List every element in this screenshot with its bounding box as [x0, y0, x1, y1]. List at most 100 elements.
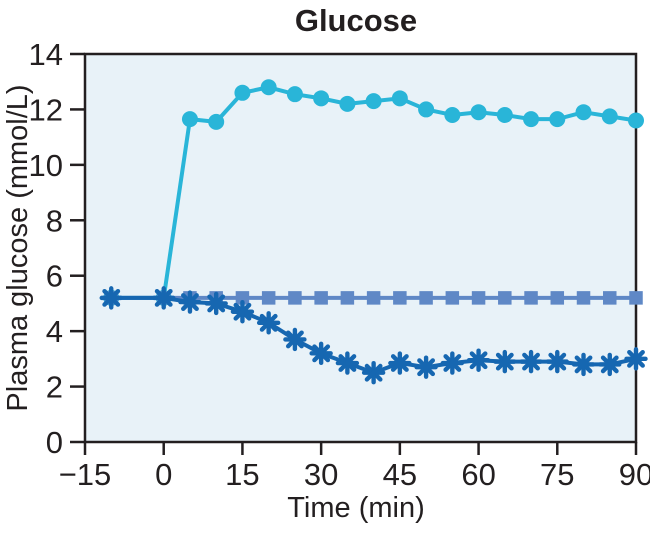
x-tick-label: 45 — [383, 457, 417, 492]
square-marker — [629, 291, 643, 305]
asterisk-arm — [259, 313, 278, 332]
circle-marker — [391, 90, 408, 107]
plot-frame — [83, 52, 638, 444]
asterisk-marker — [361, 361, 386, 385]
asterisk-arm — [181, 293, 199, 311]
x-tick-label: 30 — [304, 457, 338, 492]
circle-marker — [628, 112, 644, 129]
square-marker — [393, 291, 407, 305]
square-marker — [498, 291, 512, 305]
asterisk-arm — [627, 349, 645, 368]
asterisk-arm — [600, 355, 619, 374]
asterisk-marker — [178, 290, 202, 314]
square-marker — [314, 291, 328, 305]
circle-marker — [549, 111, 566, 128]
circle-marker — [208, 113, 225, 130]
y-tick-label: 2 — [46, 370, 63, 405]
square-marker — [261, 291, 276, 305]
x-tick-label: 90 — [619, 457, 650, 492]
circle-marker — [260, 79, 277, 96]
circle-marker — [523, 111, 540, 128]
circle-marker — [365, 93, 382, 110]
asterisk-arm — [443, 354, 462, 372]
circle-marker — [181, 111, 198, 128]
circles-series — [103, 79, 644, 306]
circle-marker — [286, 86, 303, 103]
circle-marker — [470, 104, 487, 121]
asterisk-arm — [548, 352, 567, 371]
asterisk-marker — [440, 351, 465, 375]
x-axis-label: Time (min) — [287, 492, 424, 524]
asterisk-marker — [414, 355, 438, 379]
asterisk-marker — [230, 300, 255, 324]
asterisk-marker — [388, 351, 412, 375]
asterisk-arm — [522, 352, 540, 371]
asterisk-arm — [417, 358, 436, 377]
x-tick-label: 0 — [155, 457, 172, 492]
circle-marker — [313, 90, 330, 107]
chart-title: Glucose — [295, 3, 417, 38]
y-tick-label: 10 — [29, 148, 63, 183]
asterisk-arm — [154, 288, 173, 307]
data-series — [99, 79, 648, 385]
y-tick-label: 8 — [46, 203, 63, 238]
x-tick-label: 15 — [225, 457, 259, 492]
asterisk-marker — [309, 341, 333, 366]
asterisk-marker — [466, 348, 491, 372]
circle-marker — [496, 106, 513, 123]
circle-marker — [601, 108, 618, 125]
circle-marker — [418, 101, 435, 118]
circle-marker — [339, 95, 356, 112]
y-tick-label: 6 — [46, 259, 63, 294]
plot-border — [83, 52, 638, 444]
x-tick-label: 75 — [540, 457, 574, 492]
asterisk-marker — [571, 352, 596, 377]
asterisk-arm — [285, 330, 304, 349]
asterisk-arm — [364, 363, 383, 382]
asterisk-marker — [624, 347, 648, 371]
asterisk-arm — [495, 352, 514, 371]
square-marker — [366, 291, 381, 305]
square-marker — [576, 291, 591, 305]
asterisk-arm — [312, 344, 331, 363]
asterisk-marker — [493, 349, 517, 374]
circle-marker — [575, 104, 592, 121]
asterisk-marker — [545, 349, 569, 374]
y-tick-label: 12 — [29, 92, 63, 127]
asterisk-marker — [204, 291, 228, 316]
asterisk-arm — [233, 302, 252, 321]
asterisk-marker — [335, 351, 360, 375]
asterisk-arm — [102, 288, 121, 307]
x-tick-label: 60 — [461, 457, 495, 492]
y-tick-label: 14 — [29, 37, 63, 72]
asterisk-arm — [574, 355, 593, 374]
asterisk-marker — [99, 286, 123, 310]
x-tick-label: −15 — [59, 457, 112, 492]
asterisk-marker — [598, 352, 622, 377]
circle-marker — [444, 106, 461, 123]
square-marker — [445, 291, 460, 305]
asterisk-marker — [152, 286, 176, 310]
asterisk-arm — [469, 351, 488, 370]
square-marker — [288, 291, 302, 305]
asterisk-arm — [207, 294, 226, 313]
asterisk-arm — [390, 354, 409, 372]
square-marker — [550, 291, 565, 305]
y-tick-label: 4 — [46, 314, 63, 349]
square-marker — [235, 291, 250, 305]
y-tick-label: 0 — [46, 425, 63, 460]
y-axis-label: Plasma glucose (mmol/L) — [2, 84, 34, 411]
asterisks-series — [99, 286, 648, 385]
square-marker — [471, 291, 486, 305]
square-marker — [340, 291, 355, 305]
square-marker — [603, 291, 617, 305]
asterisk-marker — [519, 349, 543, 374]
asterisk-marker — [256, 311, 281, 335]
square-marker — [524, 291, 538, 305]
asterisk-marker — [283, 327, 307, 352]
square-marker — [419, 291, 433, 305]
circle-marker — [234, 84, 251, 101]
